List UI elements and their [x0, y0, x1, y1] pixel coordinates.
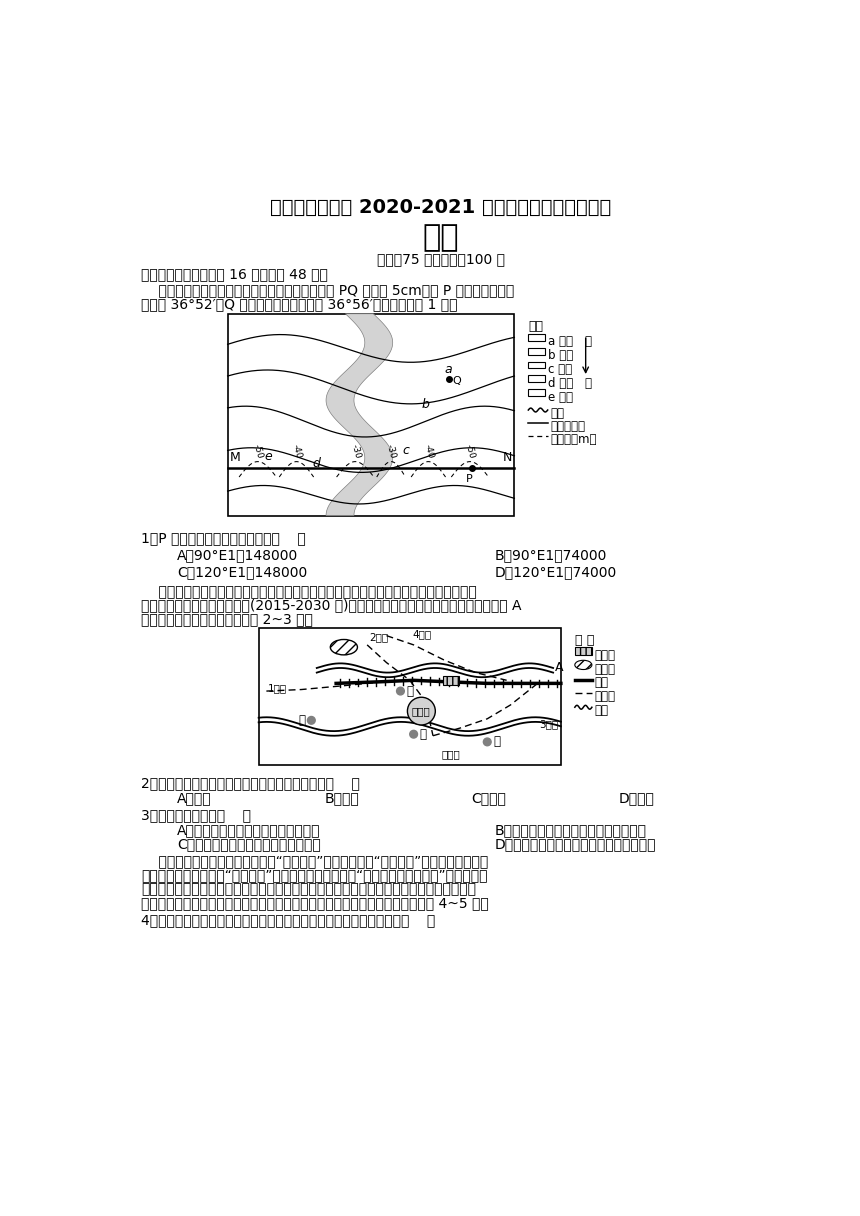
Text: 飞机场: 飞机场 [594, 663, 615, 676]
Text: 丁: 丁 [494, 736, 501, 748]
Text: M: M [230, 451, 241, 465]
Text: B．乙地: B．乙地 [324, 792, 359, 805]
Text: A．呈放射状分布，有利于郊区城市化: A．呈放射状分布，有利于郊区城市化 [177, 823, 321, 838]
Text: 高铁站: 高铁站 [441, 749, 460, 760]
Text: 河流: 河流 [550, 407, 564, 420]
Circle shape [409, 731, 417, 738]
Bar [228, 314, 514, 516]
Text: b: b [421, 398, 429, 411]
Text: 的主要原料是竹子，竹子忌涝（积水会导致根部腐烂而死亡），适宜在土层深厚、保肥水、: 的主要原料是竹子，竹子忌涝（积水会导致根部腐烂而死亡），适宜在土层深厚、保肥水、 [141, 882, 476, 896]
Text: 火车站: 火车站 [594, 648, 615, 662]
Text: 一、单选题（本大题公 16 小题，公 48 分）: 一、单选题（本大题公 16 小题，公 48 分） [141, 268, 328, 282]
Text: a: a [445, 362, 452, 376]
Text: A．90°E1：148000: A．90°E1：148000 [177, 548, 298, 562]
Text: 时间：75 分钟满分：100 分: 时间：75 分钟满分：100 分 [377, 252, 505, 266]
Bar [528, 389, 545, 396]
Text: 河流以北地区。读图，完成下列 2~3 题。: 河流以北地区。读图，完成下列 2~3 题。 [141, 613, 313, 626]
Text: A．甲地: A．甲地 [177, 792, 212, 805]
Bar [528, 361, 545, 368]
Text: 如图为某河流域部分地区地层分布图，假设图中 PQ 距离为 5cm。在 P 处测得北极星高: 如图为某河流域部分地区地层分布图，假设图中 PQ 距离为 5cm。在 P 处测得… [141, 283, 514, 297]
Text: 1．P 点经度及该图比例尺分别是（    ）: 1．P 点经度及该图比例尺分别是（ ） [141, 531, 305, 545]
Circle shape [408, 697, 435, 725]
Text: 4号线: 4号线 [412, 630, 431, 640]
Text: -30: -30 [349, 443, 362, 460]
Text: -50: -50 [252, 443, 264, 460]
Text: a 地层: a 地层 [548, 336, 573, 348]
Text: b 地层: b 地层 [548, 349, 573, 362]
Text: C．120°E1：148000: C．120°E1：148000 [177, 564, 308, 579]
Text: 地处雁荡山区的温州市泽雅镇有“千年纸乡”的美称，这里“泽雅屏纸”的制作技艺比较完: 地处雁荡山区的温州市泽雅镇有“千年纸乡”的美称，这里“泽雅屏纸”的制作技艺比较完 [141, 855, 488, 868]
Polygon shape [326, 314, 393, 516]
Text: 湘潭市重点中学 2020-2021 学年高二上学期期中考试: 湘潭市重点中学 2020-2021 学年高二上学期期中考试 [270, 198, 611, 218]
Text: 度角为 36°52′，Q 处测得北极星高度角为 36°56′。据此完成第 1 题。: 度角为 36°52′，Q 处测得北极星高度角为 36°56′。据此完成第 1 题… [141, 297, 458, 311]
Text: D．120°E1：74000: D．120°E1：74000 [495, 564, 617, 579]
Text: N: N [503, 451, 512, 465]
Text: D．多联络原有商业中心，提升了服务功能: D．多联络原有商业中心，提升了服务功能 [495, 838, 656, 851]
Bar [259, 627, 561, 765]
Bar [443, 676, 458, 685]
Text: C．丙地: C．丙地 [472, 792, 507, 805]
Text: B．90°E1：74000: B．90°E1：74000 [495, 548, 607, 562]
Text: D．丁地: D．丁地 [619, 792, 654, 805]
Text: 地铁是拉动城市发展的重要动力因素，地铁线路的规划影响城市功能区发展。下图为我: 地铁是拉动城市发展的重要动力因素，地铁线路的规划影响城市功能区发展。下图为我 [141, 585, 476, 598]
Text: 整地保存和传承了中国“四大发明”之一的造纸术，被誉为“中国古法造纸活化石”。当地造纸: 整地保存和传承了中国“四大发明”之一的造纸术，被誉为“中国古法造纸活化石”。当地… [141, 868, 488, 882]
Text: 透气性好的土壤上生长。近年来，泽雅屏纸的生存空间越来越小。据此完成下面 4~5 题。: 透气性好的土壤上生长。近年来，泽雅屏纸的生存空间越来越小。据此完成下面 4~5 … [141, 896, 488, 910]
Text: 老: 老 [584, 377, 591, 390]
Circle shape [396, 687, 404, 694]
Text: 3号线: 3号线 [539, 719, 558, 730]
Bar [528, 376, 545, 382]
Text: e: e [264, 450, 272, 463]
Text: 新: 新 [584, 336, 591, 348]
Text: 图 例: 图 例 [574, 634, 594, 647]
Text: Q: Q [452, 376, 461, 387]
Text: c 地层: c 地层 [548, 364, 572, 376]
Text: -40: -40 [422, 443, 435, 460]
Text: P: P [466, 474, 473, 484]
Text: 等高线（m）: 等高线（m） [550, 433, 597, 446]
Circle shape [308, 716, 316, 725]
Bar [528, 334, 545, 340]
Text: d: d [313, 457, 321, 471]
Text: B．多跨越河流和铁路，节约了建设投资: B．多跨越河流和铁路，节约了建设投资 [495, 823, 647, 838]
Text: 地层分界线: 地层分界线 [550, 420, 585, 433]
Text: -30: -30 [385, 443, 397, 460]
Text: d 地层: d 地层 [548, 377, 573, 390]
Text: 3．该城市地铁线路（    ）: 3．该城市地铁线路（ ） [141, 809, 251, 822]
Ellipse shape [330, 640, 358, 655]
Text: 古遗址: 古遗址 [412, 706, 431, 716]
Text: 1号线: 1号线 [268, 683, 287, 693]
Text: -50: -50 [464, 443, 476, 460]
Text: C．沟通河流两岸，优化城市空间结构: C．沟通河流两岸，优化城市空间结构 [177, 838, 321, 851]
Text: 地铁线: 地铁线 [594, 691, 615, 703]
Text: 地理: 地理 [422, 223, 459, 252]
Bar [528, 348, 545, 355]
Text: 乙: 乙 [407, 685, 414, 698]
Text: 丙: 丙 [420, 727, 427, 741]
Text: 河流: 河流 [594, 704, 608, 717]
Circle shape [483, 738, 491, 745]
Text: 2．新中国成立以来，该城市的商业中心最可能是（    ）: 2．新中国成立以来，该城市的商业中心最可能是（ ） [141, 776, 359, 789]
Ellipse shape [574, 660, 592, 670]
Text: 4．泽雅屏纸的造纸用竹多种植在临河的雁荡山坡地上，其原因可能是（    ）: 4．泽雅屏纸的造纸用竹多种植在临河的雁荡山坡地上，其原因可能是（ ） [141, 913, 435, 927]
Text: e 地层: e 地层 [548, 390, 573, 404]
Text: A: A [555, 662, 563, 675]
Text: 铁路: 铁路 [594, 676, 608, 689]
Text: 国中部某城市地铁线路规划图(2015-2030 年)，新中国成立以来，该城市的主城区一直在 A: 国中部某城市地铁线路规划图(2015-2030 年)，新中国成立以来，该城市的主… [141, 598, 521, 613]
Text: 2号线: 2号线 [370, 632, 389, 642]
Text: 图例: 图例 [528, 320, 544, 333]
Text: 甲: 甲 [298, 714, 305, 727]
Text: -40: -40 [291, 443, 303, 460]
Bar [574, 647, 592, 655]
Text: c: c [402, 444, 409, 457]
